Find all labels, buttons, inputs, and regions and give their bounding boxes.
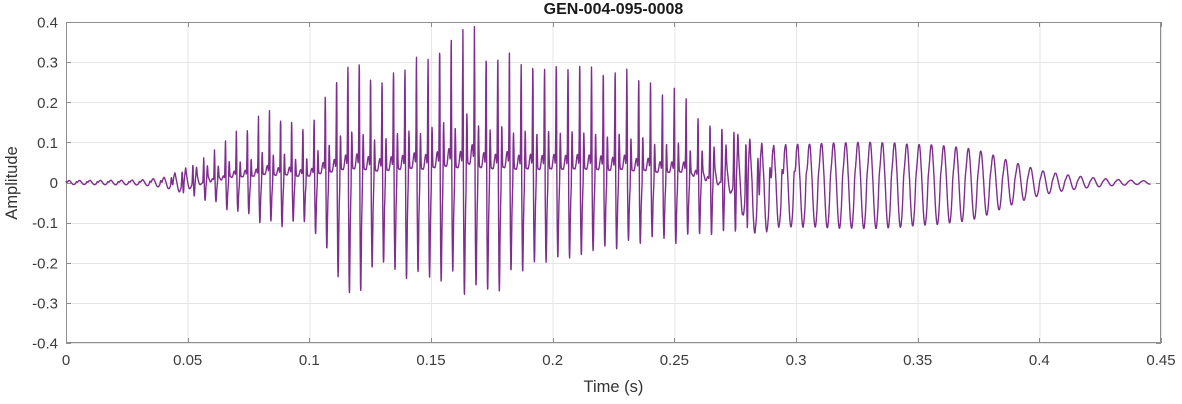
y-tick-label: -0.1 — [32, 215, 58, 232]
x-tick-label: 0.15 — [416, 352, 445, 369]
y-tick-label: 0 — [50, 175, 58, 192]
x-tick-label: 0 — [62, 352, 70, 369]
y-tick-label: 0.1 — [37, 135, 58, 152]
x-axis-label: Time (s) — [583, 378, 644, 396]
x-tick-label: 0.05 — [173, 352, 202, 369]
x-tick-label: 0.35 — [903, 352, 932, 369]
waveform-trace — [65, 26, 1151, 295]
y-tick-label: -0.3 — [32, 295, 58, 312]
x-tick-label: 0.4 — [1029, 352, 1050, 369]
y-tick-label: 0.4 — [37, 15, 58, 32]
chart-title: GEN-004-095-0008 — [543, 1, 684, 18]
x-tick-label: 0.2 — [542, 352, 563, 369]
x-tick-label: 0.25 — [660, 352, 689, 369]
y-tick-label: -0.2 — [32, 255, 58, 272]
x-tick-label: 0.45 — [1146, 352, 1175, 369]
y-tick-label: 0.3 — [37, 55, 58, 72]
y-tick-label: -0.4 — [32, 336, 58, 353]
x-tick-label: 0.3 — [786, 352, 807, 369]
x-tick-label: 0.1 — [299, 352, 320, 369]
y-tick-label: 0.2 — [37, 95, 58, 112]
y-axis-label: Amplitude — [3, 146, 21, 220]
